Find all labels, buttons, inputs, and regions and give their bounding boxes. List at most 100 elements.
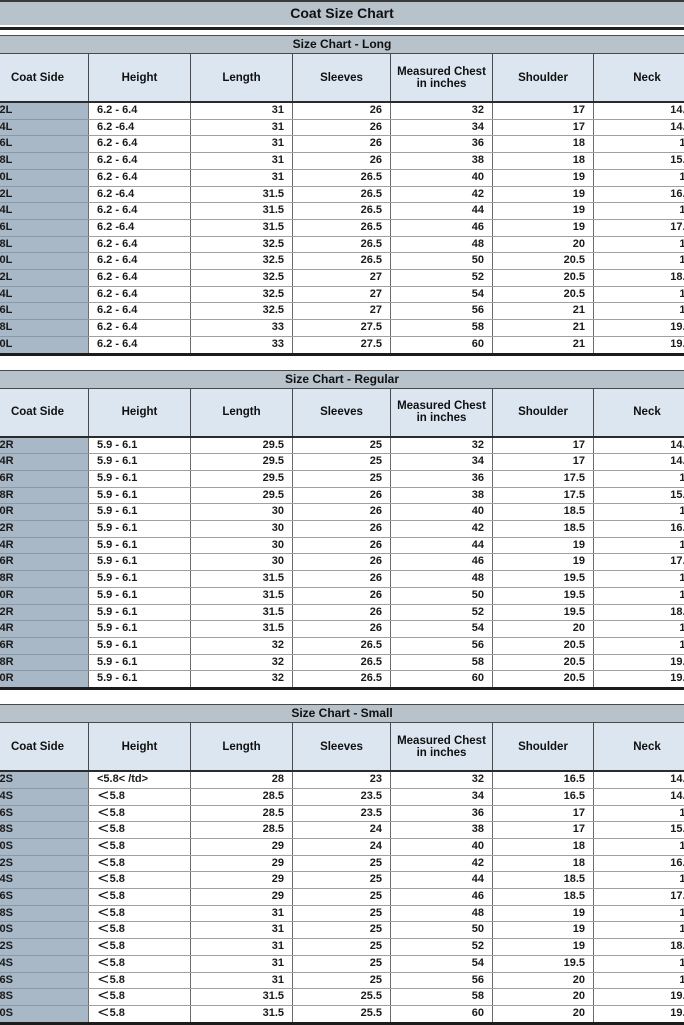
shoulder-cell: 20.5 xyxy=(493,270,594,287)
length-cell: 31 xyxy=(191,955,293,972)
coat-side-cell: 8S xyxy=(0,905,89,922)
sleeves-cell: 24 xyxy=(293,838,391,855)
length-cell: 32 xyxy=(191,654,293,671)
col-header-shoulder: Shoulder xyxy=(493,389,594,437)
sleeves-cell: 27 xyxy=(293,286,391,303)
neck-cell: 18. xyxy=(594,939,684,956)
sleeves-cell: 25 xyxy=(293,437,391,454)
coat-side-cell: 0S xyxy=(0,838,89,855)
shoulder-cell: 20 xyxy=(493,1005,594,1023)
shoulder-cell: 19 xyxy=(493,169,594,186)
shoulder-cell: 19.5 xyxy=(493,955,594,972)
chest-cell: 48 xyxy=(391,905,493,922)
height-cell: 5.9 - 6.1 xyxy=(89,654,191,671)
coat-side-cell: 2L xyxy=(0,186,89,203)
neck-cell: 1 xyxy=(594,955,684,972)
chest-cell: 54 xyxy=(391,286,493,303)
neck-cell: 1 xyxy=(594,253,684,270)
sleeves-cell: 27.5 xyxy=(293,336,391,354)
col-header-neck: Neck xyxy=(594,723,684,771)
col-header-sleeves: Sleeves xyxy=(293,723,391,771)
length-cell: 31.5 xyxy=(191,571,293,588)
neck-cell: 1 xyxy=(594,587,684,604)
chest-cell: 56 xyxy=(391,637,493,654)
neck-cell: 1 xyxy=(594,922,684,939)
length-cell: 28.5 xyxy=(191,805,293,822)
col-header-coat-side: Coat Side xyxy=(0,54,89,102)
less-than-symbol: < xyxy=(97,838,110,854)
length-cell: 29 xyxy=(191,838,293,855)
chest-cell: 36 xyxy=(391,470,493,487)
coat-side-cell: 6R xyxy=(0,470,89,487)
table-row: 8L6.2 - 6.432.526.548201 xyxy=(0,236,684,253)
shoulder-cell: 20.5 xyxy=(493,637,594,654)
height-cell: 5.9 - 6.1 xyxy=(89,487,191,504)
sleeves-cell: 25 xyxy=(293,872,391,889)
height-cell: 6.2 - 6.4 xyxy=(89,102,191,119)
col-header-height: Height xyxy=(89,54,191,102)
less-than-symbol: < xyxy=(97,805,110,821)
length-cell: 31.5 xyxy=(191,621,293,638)
shoulder-cell: 19 xyxy=(493,554,594,571)
sleeves-cell: 25 xyxy=(293,955,391,972)
sleeves-cell: 26.5 xyxy=(293,236,391,253)
neck-cell: 1 xyxy=(594,286,684,303)
shoulder-cell: 16.5 xyxy=(493,771,594,788)
coat-side-cell: 2L xyxy=(0,270,89,287)
coat-side-cell: 6L xyxy=(0,219,89,236)
height-cell: 5.9 - 6.1 xyxy=(89,571,191,588)
neck-cell: 1 xyxy=(594,169,684,186)
shoulder-cell: 19 xyxy=(493,537,594,554)
sleeves-cell: 25 xyxy=(293,470,391,487)
height-cell: 5.9 - 6.1 xyxy=(89,637,191,654)
length-cell: 29 xyxy=(191,889,293,906)
coat-side-cell: 2R xyxy=(0,604,89,621)
chest-cell: 56 xyxy=(391,972,493,989)
height-cell: 5.9 - 6.1 xyxy=(89,454,191,471)
shoulder-cell: 21 xyxy=(493,336,594,354)
coat-side-cell: 2S xyxy=(0,939,89,956)
sleeves-cell: 26 xyxy=(293,554,391,571)
col-header-coat-side: Coat Side xyxy=(0,389,89,437)
sleeves-cell: 26 xyxy=(293,587,391,604)
sleeves-cell: 25 xyxy=(293,939,391,956)
chest-cell: 36 xyxy=(391,136,493,153)
sleeves-cell: 25 xyxy=(293,972,391,989)
coat-side-cell: 8S xyxy=(0,989,89,1006)
length-cell: 30 xyxy=(191,504,293,521)
shoulder-cell: 17 xyxy=(493,102,594,119)
height-cell: 5.9 - 6.1 xyxy=(89,437,191,454)
shoulder-cell: 19 xyxy=(493,203,594,220)
chest-cell: 60 xyxy=(391,1005,493,1023)
sleeves-cell: 25.5 xyxy=(293,989,391,1006)
coat-side-cell: 0R xyxy=(0,671,89,689)
less-than-symbol: < xyxy=(97,939,110,955)
height-cell: <5.8 xyxy=(89,805,191,822)
shoulder-cell: 17.5 xyxy=(493,487,594,504)
height-cell: <5.8 xyxy=(89,838,191,855)
table-row: 8S<5.8312548191 xyxy=(0,905,684,922)
height-cell: 6.2 - 6.4 xyxy=(89,303,191,320)
coat-side-cell: 8L xyxy=(0,153,89,170)
col-header-coat-side: Coat Side xyxy=(0,723,89,771)
sleeves-cell: 26 xyxy=(293,604,391,621)
sleeves-cell: 25 xyxy=(293,922,391,939)
coat-side-cell: 4L xyxy=(0,286,89,303)
length-cell: 28.5 xyxy=(191,788,293,805)
shoulder-cell: 18 xyxy=(493,153,594,170)
coat-side-cell: 4S xyxy=(0,955,89,972)
